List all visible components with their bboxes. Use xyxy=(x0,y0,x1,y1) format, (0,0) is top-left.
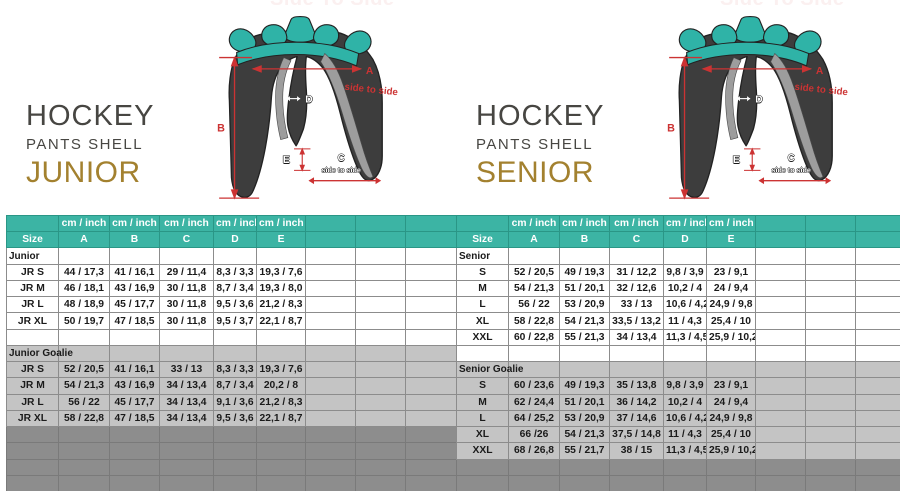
svg-text:B: B xyxy=(217,122,225,134)
svg-text:side to side: side to side xyxy=(772,166,811,174)
svg-text:E: E xyxy=(283,154,290,166)
svg-text:D: D xyxy=(755,95,762,106)
svg-text:A: A xyxy=(366,66,374,77)
svg-text:D: D xyxy=(305,95,312,106)
svg-text:E: E xyxy=(733,154,740,166)
svg-text:side to side: side to side xyxy=(322,166,361,174)
svg-text:A: A xyxy=(816,66,824,77)
svg-text:B: B xyxy=(667,122,675,134)
svg-text:C: C xyxy=(338,153,345,164)
svg-text:C: C xyxy=(788,153,795,164)
